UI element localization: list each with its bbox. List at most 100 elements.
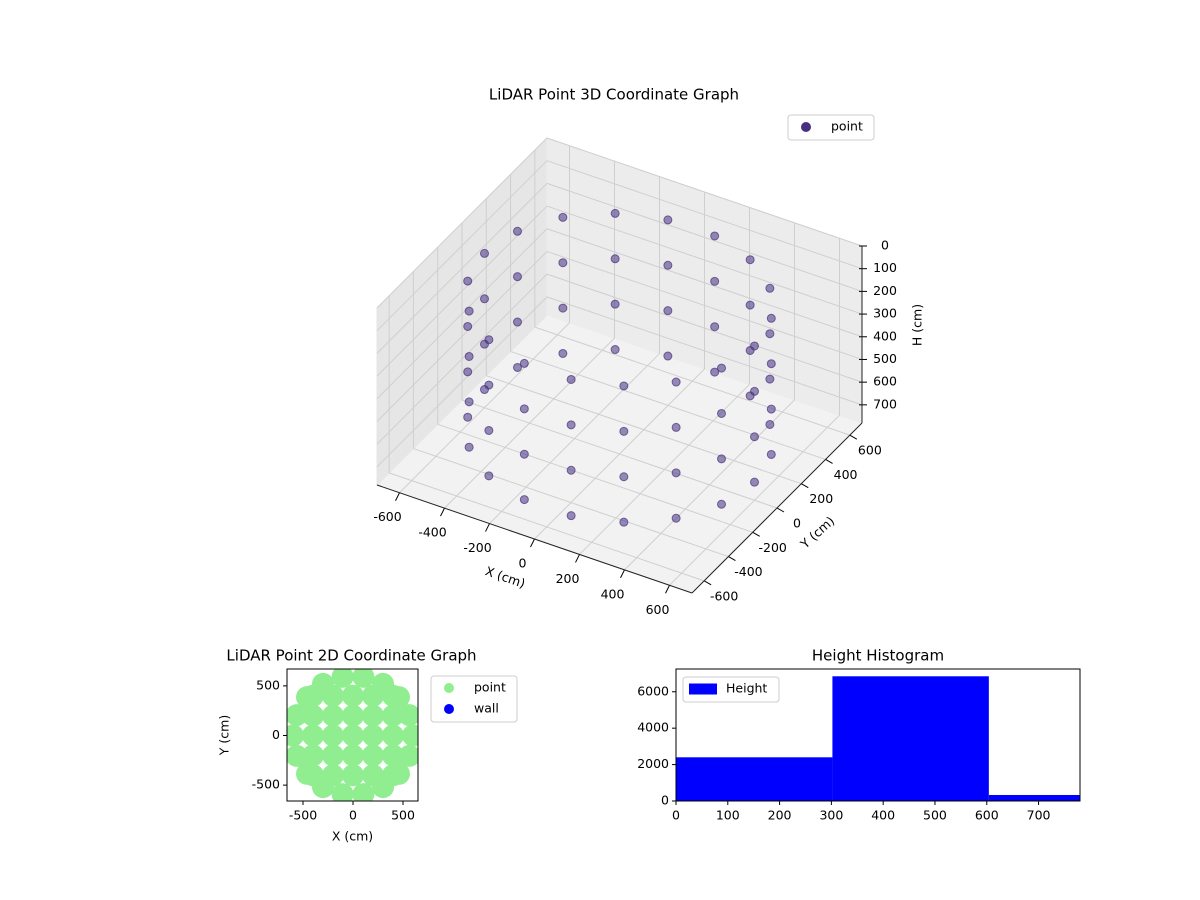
grid-line xyxy=(413,448,729,558)
point xyxy=(663,306,673,316)
point xyxy=(717,408,727,418)
tick-mark xyxy=(485,523,490,532)
legend-box xyxy=(682,676,780,703)
y-tick-label: 0 xyxy=(793,516,801,531)
point xyxy=(765,419,775,429)
x-tick-label: -400 xyxy=(418,525,446,540)
point xyxy=(566,420,576,430)
point xyxy=(302,744,324,767)
point xyxy=(398,744,418,767)
x-tick-label: 700 xyxy=(1027,808,1051,823)
y-tick-label: -500 xyxy=(252,777,280,792)
x-axis-line xyxy=(376,484,693,594)
point xyxy=(710,231,720,241)
grid-line xyxy=(461,399,778,509)
point xyxy=(302,764,324,787)
tick-mark xyxy=(530,538,535,548)
point xyxy=(382,724,404,747)
point xyxy=(512,362,522,372)
point xyxy=(512,317,522,327)
point xyxy=(558,212,568,222)
point xyxy=(750,477,759,487)
point xyxy=(287,704,308,727)
grid-line xyxy=(546,205,863,315)
bar xyxy=(832,676,989,801)
point xyxy=(619,472,629,482)
point xyxy=(663,260,673,270)
point xyxy=(331,669,354,688)
grid-line xyxy=(486,375,802,485)
tick-mark xyxy=(776,507,785,513)
legend-label: wall xyxy=(474,701,499,716)
point xyxy=(765,283,775,293)
point xyxy=(745,391,755,401)
legend-marker xyxy=(444,683,454,693)
point xyxy=(382,764,404,787)
point xyxy=(342,684,364,707)
point xyxy=(610,345,620,355)
point xyxy=(362,724,384,747)
point xyxy=(352,669,375,688)
point xyxy=(671,422,681,432)
tick-mark xyxy=(825,458,833,464)
point xyxy=(362,704,384,727)
x-tick-label: 400 xyxy=(871,808,895,823)
grid-line xyxy=(546,137,863,247)
point xyxy=(745,345,755,355)
point xyxy=(717,499,727,509)
tick-mark xyxy=(620,569,625,579)
tick-mark xyxy=(440,507,445,517)
x-tick-label: 600 xyxy=(646,602,670,617)
y-tick-label: 6000 xyxy=(637,683,669,698)
point xyxy=(464,351,474,361)
point xyxy=(765,374,775,384)
z-tick-label: 400 xyxy=(873,328,897,343)
grid-line xyxy=(546,182,863,292)
y-tick-label: 4000 xyxy=(637,720,669,735)
chart-title: LiDAR Point 3D Coordinate Graph xyxy=(489,86,739,104)
point xyxy=(382,744,404,767)
y-tick-label: 200 xyxy=(809,491,833,506)
point xyxy=(566,374,576,384)
point xyxy=(663,215,673,225)
point xyxy=(766,404,776,414)
legend-label: point xyxy=(831,119,863,134)
point xyxy=(512,226,522,236)
grid-line xyxy=(376,183,548,354)
point xyxy=(362,684,384,707)
x-tick-label: 0 xyxy=(519,556,527,571)
grid-line xyxy=(546,273,863,383)
point xyxy=(480,339,489,349)
point xyxy=(766,449,776,459)
point xyxy=(519,404,529,414)
y-tick-label: 2000 xyxy=(637,756,669,771)
legend-marker xyxy=(801,122,811,132)
x-tick-label: 400 xyxy=(601,586,625,601)
point xyxy=(342,724,364,747)
point xyxy=(750,432,759,442)
point xyxy=(512,272,522,282)
grid-line xyxy=(534,326,851,436)
grid-line xyxy=(510,350,826,460)
z-tick-label: 600 xyxy=(873,374,897,389)
point xyxy=(322,744,344,767)
grid-line xyxy=(437,423,753,533)
point xyxy=(287,744,308,767)
point xyxy=(710,367,720,377)
point xyxy=(610,299,620,309)
point xyxy=(331,783,354,801)
point xyxy=(710,276,720,286)
tick-mark xyxy=(728,556,736,562)
point xyxy=(566,511,576,521)
point xyxy=(342,704,364,727)
grid-line xyxy=(376,137,548,309)
y-tick-label: 400 xyxy=(834,467,858,482)
point xyxy=(519,449,529,459)
y-tick-label: -200 xyxy=(759,540,787,555)
point xyxy=(463,412,473,422)
point xyxy=(463,321,473,331)
y-tick-label: 500 xyxy=(256,677,280,692)
x-tick-label: 200 xyxy=(768,808,792,823)
point xyxy=(558,258,568,268)
